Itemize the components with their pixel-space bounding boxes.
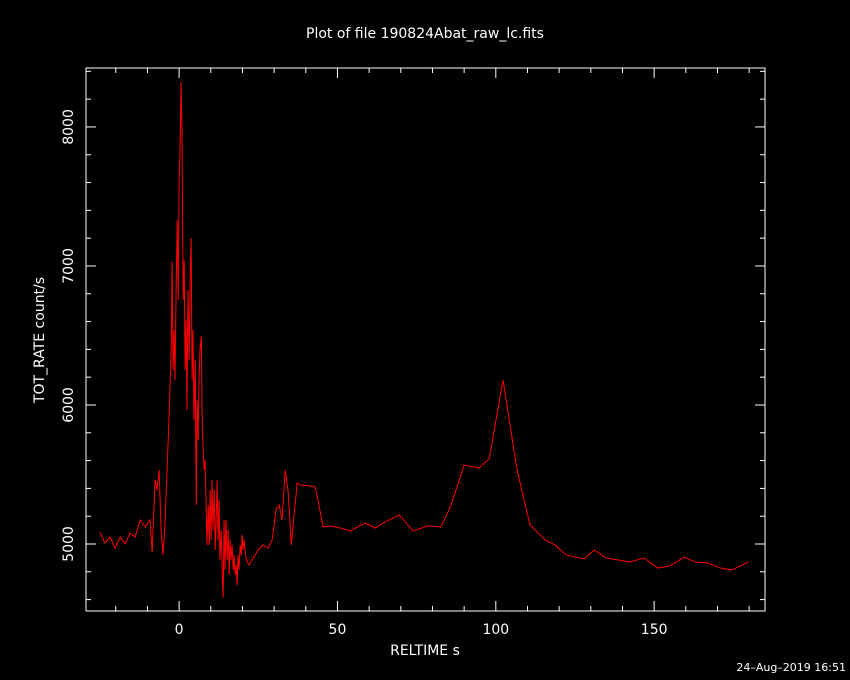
x-axis-label: RELTIME s: [390, 643, 460, 659]
y-tick-label: 7000: [61, 248, 77, 284]
y-axis-label: TOT_RATE count/s: [32, 277, 48, 404]
y-tick-label: 5000: [61, 526, 77, 562]
x-tick-label: 50: [329, 622, 347, 638]
x-tick-label: 150: [641, 622, 668, 638]
y-tick-label: 6000: [61, 387, 77, 423]
series-line: [99, 81, 749, 598]
x-tick-label: 100: [482, 622, 509, 638]
plot-frame: [85, 67, 766, 612]
y-tick-label: 8000: [61, 109, 77, 145]
timestamp: 24–Aug–2019 16:51: [736, 661, 846, 674]
x-tick-label: 0: [175, 622, 184, 638]
chart-title: Plot of file 190824Abat_raw_lc.fits: [306, 26, 544, 42]
